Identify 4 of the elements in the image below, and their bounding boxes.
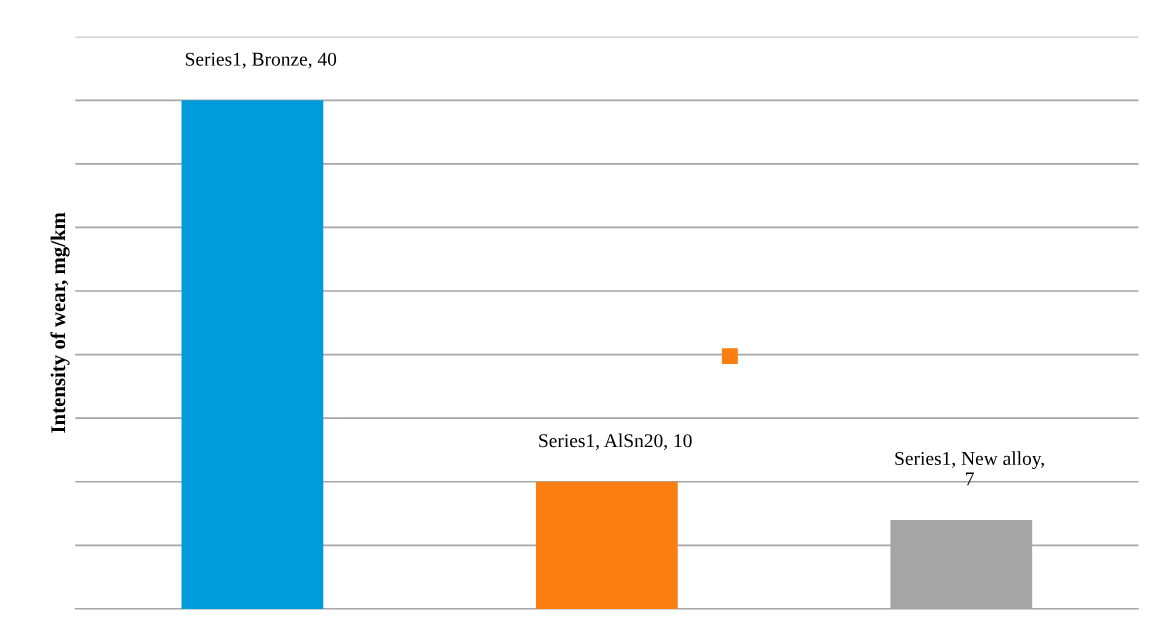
data-label: Series1, New alloy, 7	[895, 451, 1044, 486]
data-label: Series1, AlSn20, 10	[539, 433, 692, 451]
data-label: Series1, Bronze, 40	[185, 52, 337, 69]
y-axis-title: Intensity of wear, mg/km	[50, 212, 70, 433]
